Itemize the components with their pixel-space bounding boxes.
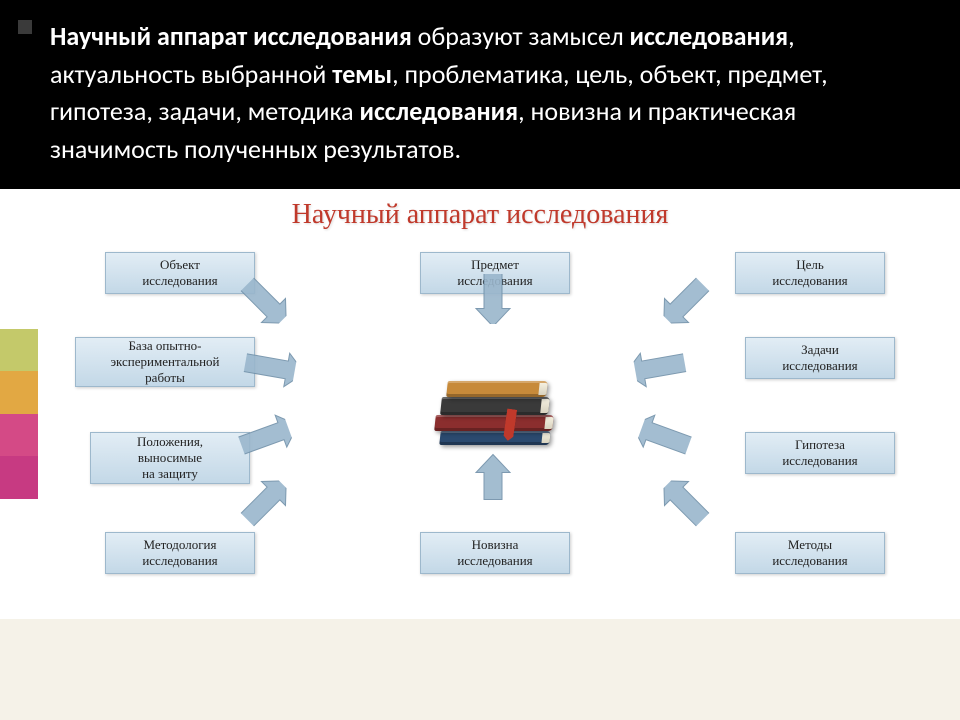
node-zad: Задачиисследования — [745, 337, 895, 379]
definition-text: Научный аппарат исследования образуют за… — [50, 18, 920, 169]
node-cel: Цельисследования — [735, 252, 885, 294]
diagram-area: Научный аппарат исследования Объектиссле… — [0, 189, 960, 619]
node-gip: Гипотезаисследования — [745, 432, 895, 474]
arrow-pred — [448, 274, 538, 324]
top-text-panel: Научный аппарат исследования образуют за… — [0, 0, 960, 189]
node-methods: Методыисследования — [735, 532, 885, 574]
arrow-nov — [448, 452, 538, 502]
side-color-stripe — [0, 329, 38, 499]
diagram-canvas: ОбъектисследованияПредметисследованияЦел… — [45, 237, 945, 607]
books-icon — [435, 367, 555, 457]
node-metod: Методологияисследования — [105, 532, 255, 574]
node-obj: Объектисследования — [105, 252, 255, 294]
diagram-title: Научный аппарат исследования — [0, 189, 960, 237]
node-nov: Новизнаисследования — [420, 532, 570, 574]
node-baza: База опытно-экспериментальнойработы — [75, 337, 255, 387]
bullet-icon — [18, 20, 32, 34]
